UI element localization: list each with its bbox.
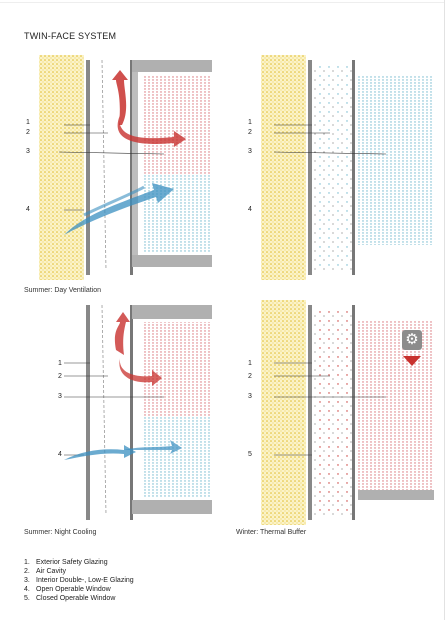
- panel-day-ventilation: 1 2 3 4: [24, 55, 214, 285]
- caption-thermal-buffer: Winter: Thermal Buffer: [236, 529, 307, 536]
- callout-2: 2: [58, 373, 62, 380]
- callout-3: 3: [248, 148, 252, 155]
- legend-item: 4. Open Operable Window: [24, 586, 111, 593]
- callout-3: 3: [26, 148, 30, 155]
- callout-2: 2: [248, 129, 252, 136]
- callout-1: 1: [58, 360, 62, 367]
- legend-item: 2. Air Cavity: [24, 568, 66, 575]
- callout-4: 4: [248, 206, 252, 213]
- caption-day-ventilation: Summer: Day Ventilation: [24, 287, 102, 294]
- panel-thermal-buffer: ⚙ 1 2 3 5: [246, 300, 436, 530]
- legend-item: 3. Interior Double-, Low-E Glazing: [24, 577, 134, 584]
- callout-5: 5: [248, 451, 252, 458]
- callout-3: 3: [248, 393, 252, 400]
- diagram-night-cooling: [64, 304, 212, 520]
- panel-night-cooling: 1 2 3 4: [24, 300, 214, 530]
- gear-icon: ⚙: [402, 330, 422, 350]
- legend-item: 5. Closed Operable Window: [24, 595, 116, 602]
- callout-4: 4: [26, 206, 30, 213]
- callout-1: 1: [248, 119, 252, 126]
- callout-1: 1: [248, 360, 252, 367]
- diagram-day-ventilation: [39, 55, 212, 280]
- callout-1: 1: [26, 119, 30, 126]
- callout-3: 3: [58, 393, 62, 400]
- panel-closed-state: 1 2 3 4: [246, 55, 436, 285]
- diagram-thermal-buffer: [261, 300, 434, 525]
- caption-night-cooling: Summer: Night Cooling: [24, 529, 97, 536]
- page-title: TWIN-FACE SYSTEM: [24, 31, 117, 41]
- down-arrow-icon: [403, 356, 421, 366]
- callout-4: 4: [58, 451, 62, 458]
- diagram-closed-state: [261, 55, 434, 280]
- callout-2: 2: [248, 373, 252, 380]
- top-border: [0, 2, 445, 3]
- legend-item: 1. Exterior Safety Glazing: [24, 559, 108, 566]
- legend: 1. Exterior Safety Glazing 2. Air Cavity 3…: [24, 558, 134, 603]
- callout-2: 2: [26, 129, 30, 136]
